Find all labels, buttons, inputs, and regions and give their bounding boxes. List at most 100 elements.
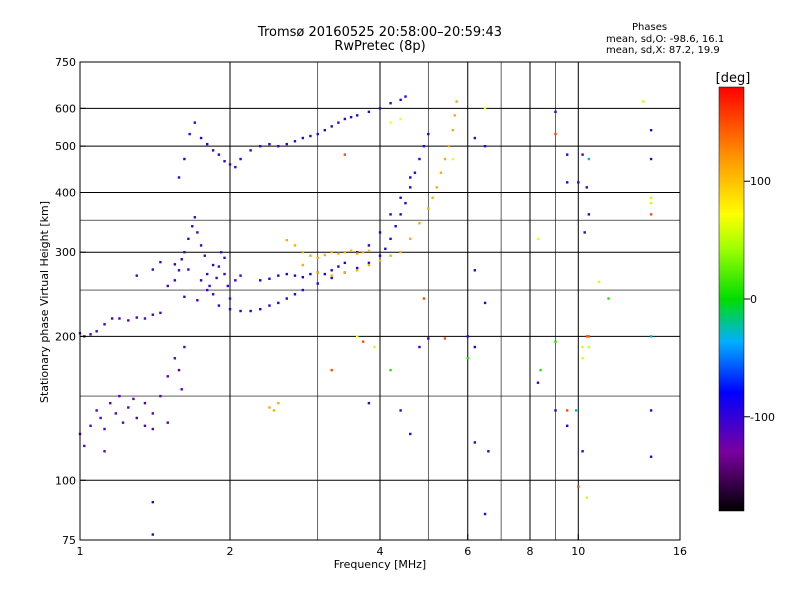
data-point — [355, 251, 359, 254]
data-point — [151, 268, 155, 271]
data-point — [389, 254, 392, 257]
data-point — [301, 288, 305, 292]
data-point — [361, 251, 365, 254]
data-point — [422, 144, 426, 148]
data-point — [378, 107, 382, 110]
data-point — [585, 335, 588, 338]
y-tick-label: 100 — [55, 474, 76, 487]
data-point — [249, 149, 252, 152]
data-point — [293, 140, 297, 143]
data-point — [309, 272, 312, 276]
y-tick-label: 300 — [55, 246, 76, 259]
data-point — [323, 253, 327, 257]
data-point — [536, 381, 540, 384]
data-point — [649, 157, 653, 161]
data-point — [183, 157, 186, 161]
data-point — [343, 261, 347, 265]
data-point — [453, 114, 456, 117]
data-point — [173, 263, 177, 266]
data-point — [409, 432, 412, 436]
data-point — [143, 401, 147, 405]
data-point — [649, 409, 653, 412]
data-point — [378, 254, 382, 257]
data-point — [180, 388, 183, 391]
data-point — [597, 280, 601, 284]
data-point — [422, 297, 426, 300]
data-point — [649, 213, 653, 216]
data-point — [581, 345, 584, 349]
data-point — [409, 186, 412, 189]
y-tick-label: 75 — [62, 534, 76, 547]
x-tick-label: 16 — [673, 545, 687, 558]
data-point — [337, 121, 340, 124]
data-point — [268, 142, 271, 146]
x-tick-label: 6 — [464, 545, 471, 558]
data-point — [451, 157, 455, 161]
data-point — [277, 301, 280, 305]
data-point — [205, 142, 209, 146]
data-point — [389, 237, 392, 241]
colorbar-tick-label: 100 — [750, 175, 771, 188]
data-point — [183, 295, 186, 299]
data-point — [367, 263, 371, 267]
data-point — [132, 397, 135, 401]
data-point — [277, 274, 280, 277]
data-point — [587, 157, 591, 161]
data-point — [455, 100, 458, 103]
data-point — [118, 317, 121, 320]
data-point — [384, 247, 387, 250]
data-point — [583, 231, 586, 234]
data-point — [355, 114, 359, 117]
data-point — [151, 500, 155, 504]
data-point — [180, 258, 183, 261]
data-point — [109, 401, 112, 405]
data-point — [199, 279, 203, 282]
data-point — [205, 272, 209, 276]
data-point — [565, 409, 569, 412]
data-point — [277, 144, 280, 148]
data-point — [193, 121, 197, 124]
data-point — [536, 237, 540, 241]
data-point — [587, 213, 591, 216]
data-point — [234, 279, 237, 282]
x-tick-label: 2 — [227, 545, 234, 558]
data-point — [89, 424, 92, 428]
data-point — [223, 272, 226, 276]
data-point — [223, 160, 226, 163]
data-point — [103, 450, 106, 453]
data-point — [483, 144, 487, 148]
data-point — [399, 196, 402, 199]
data-point — [217, 304, 221, 307]
data-point — [301, 263, 305, 267]
data-point — [187, 237, 190, 241]
data-point — [228, 307, 232, 311]
data-point — [135, 416, 138, 420]
data-point — [483, 301, 487, 305]
data-point — [95, 330, 98, 333]
data-point — [466, 335, 469, 338]
colorbar — [718, 86, 745, 512]
y-tick-label: 750 — [55, 56, 76, 69]
data-point — [399, 409, 402, 412]
data-point — [554, 409, 557, 412]
data-point — [343, 251, 347, 254]
data-point — [309, 254, 312, 257]
data-point — [151, 313, 155, 316]
data-point — [367, 110, 371, 114]
data-point — [587, 345, 591, 349]
phase-o-stats: mean, sd,O: -98.6, 16.1 — [606, 34, 725, 45]
data-point — [285, 272, 288, 276]
data-point — [585, 186, 588, 189]
data-point — [159, 260, 162, 264]
data-point — [649, 196, 653, 199]
data-point — [642, 100, 645, 103]
data-point — [565, 181, 569, 184]
data-point — [394, 225, 397, 228]
data-point — [127, 406, 130, 409]
data-point — [330, 368, 333, 372]
data-point — [199, 136, 203, 140]
y-tick-label: 200 — [55, 330, 76, 343]
data-point — [337, 252, 340, 255]
data-point — [418, 345, 421, 349]
data-point — [330, 274, 333, 277]
